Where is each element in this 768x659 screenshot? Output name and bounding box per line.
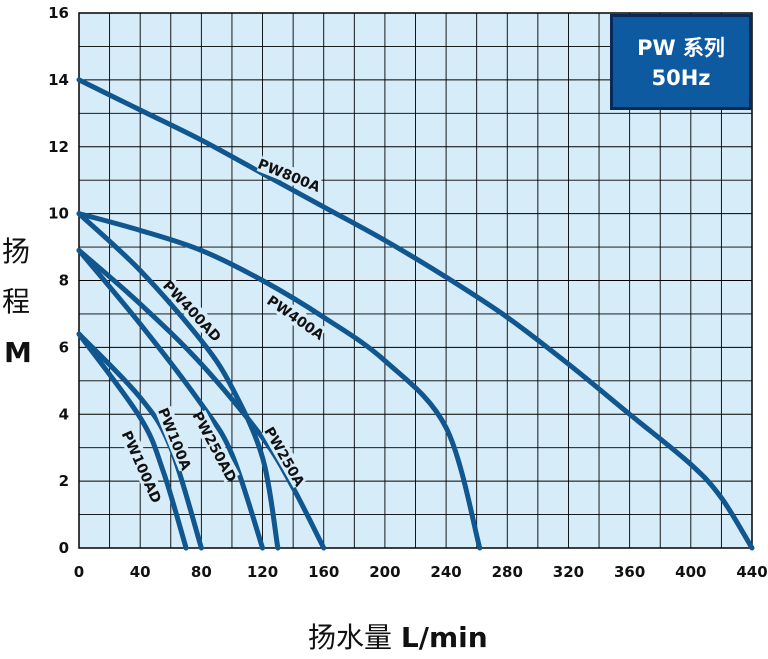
- y-tick-label: 0: [59, 539, 69, 557]
- curve-label-background: [161, 278, 224, 344]
- x-tick-label: 360: [614, 563, 645, 581]
- curve-pw100ad: [76, 331, 189, 551]
- x-tick-label: 400: [675, 563, 706, 581]
- series-badge: PW 系列 50Hz: [610, 14, 752, 110]
- y-tick-label: 12: [48, 138, 69, 156]
- x-tick-label: 280: [492, 563, 523, 581]
- y-axis-label-char-1: 扬: [2, 235, 31, 268]
- y-tick-label: 2: [59, 472, 69, 490]
- x-tick-label: 440: [736, 563, 767, 581]
- curve-label-background: [256, 154, 322, 195]
- y-tick-label: 8: [59, 272, 69, 290]
- x-tick-label: 0: [74, 563, 84, 581]
- x-tick-label: 240: [430, 563, 461, 581]
- x-tick-label: 160: [308, 563, 339, 581]
- curve-label-background: [190, 410, 240, 483]
- y-axis-unit: M: [4, 336, 32, 369]
- curve-pw250a: [76, 247, 327, 551]
- curve-label-background: [265, 291, 327, 343]
- curve-label-background: [119, 429, 165, 504]
- curve-label-background: [261, 424, 309, 489]
- x-tick-label: 200: [369, 563, 400, 581]
- curve-pw250ad: [76, 247, 266, 551]
- x-axis-label-text: 扬水量: [308, 621, 393, 654]
- x-tick-label: 40: [130, 563, 151, 581]
- y-tick-label: 16: [48, 4, 69, 22]
- curve-pw800a: [76, 77, 755, 551]
- performance-curves: [76, 77, 755, 551]
- curve-pw400ad: [76, 211, 281, 551]
- curve-pw400a: [76, 211, 483, 551]
- y-tick-label: 4: [59, 405, 69, 423]
- y-tick-label: 14: [48, 71, 69, 89]
- y-tick-label: 6: [59, 338, 69, 356]
- y-axis-label-char-2: 程: [2, 285, 31, 318]
- x-tick-label: 80: [191, 563, 212, 581]
- x-tick-label: 320: [553, 563, 584, 581]
- curve-pw100a: [76, 331, 204, 551]
- axis-ticks: 0 40 80 120 160 200 240 280 320 360 400 440 0 2 4 6 8 10 1…: [48, 4, 768, 581]
- y-tick-label: 10: [48, 205, 69, 223]
- badge-series-text: PW 系列: [637, 36, 725, 60]
- curve-label-background: [155, 406, 196, 472]
- x-tick-label: 120: [247, 563, 278, 581]
- badge-frequency-text: 50Hz: [651, 66, 711, 90]
- x-axis-label: 扬水量 L/min: [308, 616, 488, 656]
- x-axis-unit: L/min: [400, 621, 488, 654]
